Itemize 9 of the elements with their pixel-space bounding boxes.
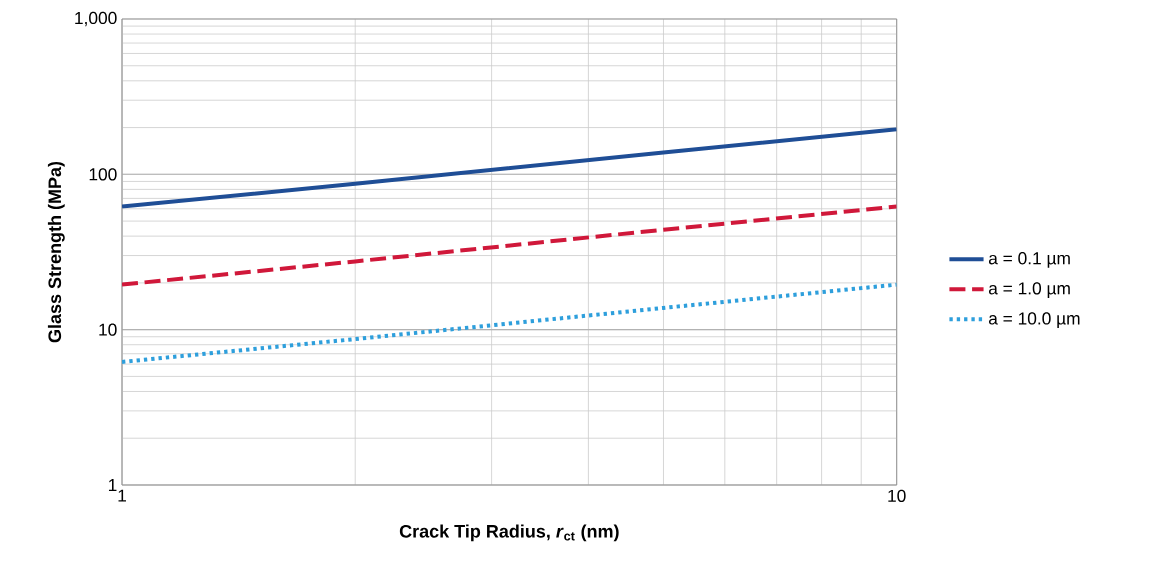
legend-label: a = 10.0 µm bbox=[988, 312, 1080, 329]
legend-label: a = 0.1 µm bbox=[988, 252, 1070, 268]
y-tick-label: 1 bbox=[108, 479, 117, 491]
legend-label: a = 1.0 µm bbox=[988, 282, 1070, 298]
y-tick-label: 100 bbox=[89, 168, 117, 181]
y-tick-label: 1,000 bbox=[75, 11, 117, 27]
x-axis-title: Crack Tip Radius, r$_{ct}$ (nm) bbox=[399, 524, 619, 542]
y-tick-label: 10 bbox=[99, 323, 117, 336]
y-axis-title: Glass Strength (MPa) bbox=[47, 161, 65, 343]
